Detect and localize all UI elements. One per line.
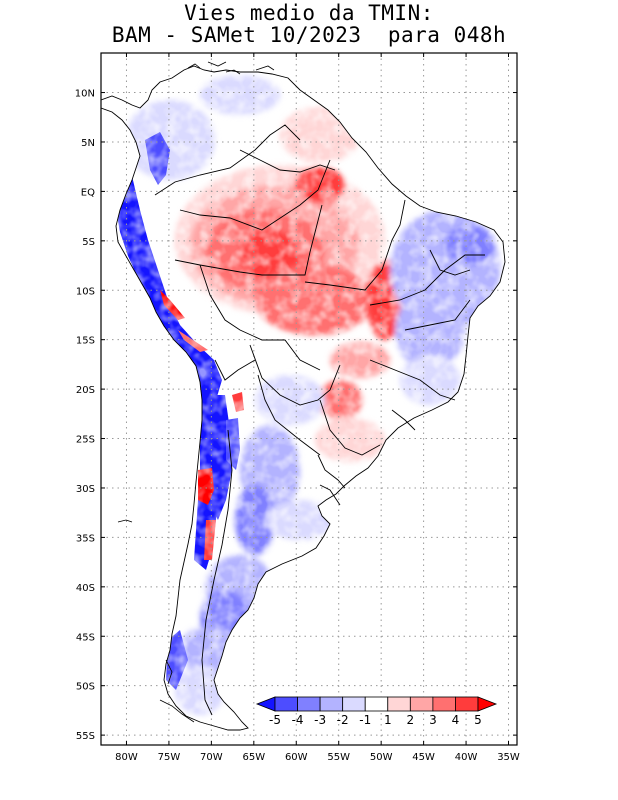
colorbar-label: 2 — [407, 713, 415, 727]
colorbar-swatch — [297, 696, 321, 712]
title-line-2: BAM - SAMet 10/2023 para 048h — [111, 23, 507, 47]
lon-tick-label: 65W — [243, 752, 266, 763]
colorbar-label: 3 — [429, 713, 437, 727]
colorbar-label: -2 — [337, 713, 349, 727]
lat-tick-label: EQ — [81, 187, 95, 198]
lon-tick-label: 50W — [370, 752, 393, 763]
lat-tick-label: 25S — [76, 435, 95, 446]
lat-tick-label: 10N — [75, 89, 95, 100]
colorbar-swatch — [319, 696, 344, 712]
map-frame — [100, 52, 518, 746]
lat-tick-label: 35S — [76, 533, 95, 544]
lon-tick-label: 45W — [412, 752, 435, 763]
longitude-labels: 80W 75W 70W 65W 60W 55W 50W 45W 40W 35W — [115, 53, 520, 763]
colorbar-swatch — [409, 696, 434, 712]
lon-tick-label: 75W — [158, 752, 181, 763]
lat-tick-label: 10S — [76, 286, 95, 297]
colorbar-end-high — [477, 696, 498, 712]
country-borders — [101, 65, 506, 731]
title-line-1: Vies medio da TMIN: — [184, 1, 434, 25]
lat-tick-label: 50S — [76, 682, 95, 693]
lon-tick-label: 80W — [115, 752, 138, 763]
colorbar-swatch — [387, 696, 411, 712]
colorbar-label: -5 — [269, 713, 281, 727]
colorbar-swatch — [342, 696, 366, 712]
colorbar-swatch — [274, 696, 298, 712]
lon-tick-label: 40W — [455, 752, 478, 763]
map-grid — [101, 53, 517, 745]
coast-details — [117, 61, 275, 723]
map-title: Vies medio da TMIN: BAM - SAMet 10/2023 … — [0, 2, 618, 46]
latitude-labels: 10N 5N EQ 5S 10S 15S 20S 25S 30S 35S 40S 45S 50S 55S — [75, 89, 517, 742]
lat-tick-label: 5N — [81, 138, 95, 149]
lon-tick-label: 60W — [285, 752, 308, 763]
colorbar-end-low — [255, 696, 276, 712]
lat-tick-label: 30S — [76, 484, 95, 495]
lon-tick-label: 70W — [200, 752, 223, 763]
lat-tick-label: 15S — [76, 336, 95, 347]
colorbar-swatch — [432, 696, 456, 712]
lat-tick-label: 20S — [76, 385, 95, 396]
lat-tick-label: 55S — [76, 731, 95, 742]
colorbar-label: 1 — [384, 713, 392, 727]
colorbar-label: -4 — [292, 713, 304, 727]
lat-tick-label: 45S — [76, 632, 95, 643]
colorbar-swatch — [364, 696, 389, 712]
lat-tick-label: 5S — [82, 237, 95, 248]
colorbar-label: 4 — [452, 713, 460, 727]
lon-tick-label: 55W — [327, 752, 350, 763]
colorbar-label: -3 — [314, 713, 326, 727]
lon-tick-label: 35W — [497, 752, 520, 763]
colorbar-label: 5 — [474, 713, 482, 727]
colorbar-label: -1 — [359, 713, 371, 727]
colorbar-swatch — [455, 696, 479, 712]
bias-field — [101, 66, 505, 730]
lat-tick-label: 40S — [76, 583, 95, 594]
colorbar: -5 -4 -3 -2 -1 1 2 3 4 5 — [255, 696, 498, 727]
